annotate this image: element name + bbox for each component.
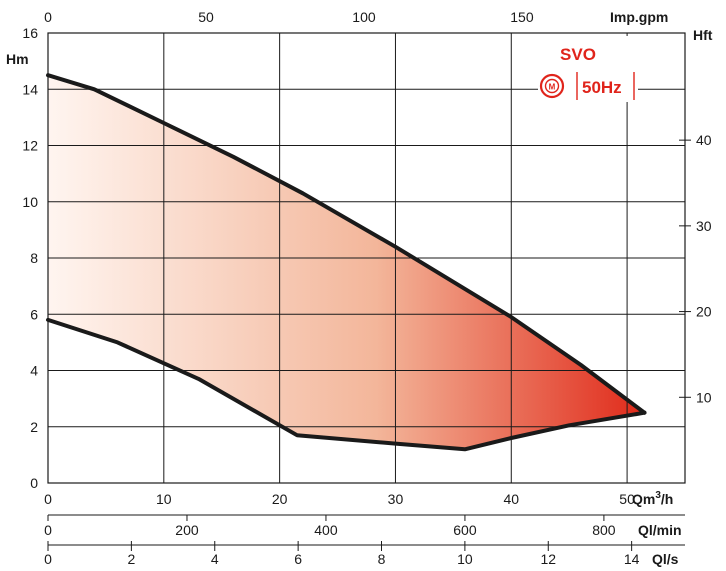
lower-curve bbox=[46, 317, 647, 452]
x-ls-tick-label: 6 bbox=[294, 551, 302, 567]
motor-icon-inner bbox=[544, 78, 560, 94]
x-lmin-tick-label: 200 bbox=[175, 522, 199, 538]
x-ls-tick-label: 4 bbox=[211, 551, 219, 567]
y-tick-label: 4 bbox=[30, 363, 38, 379]
model-label: SVO bbox=[560, 45, 596, 64]
upper-curve bbox=[46, 73, 647, 415]
y2-tick-label: 10 bbox=[696, 389, 712, 405]
x-tick-label: 30 bbox=[388, 491, 404, 507]
x-top-tick-label: 50 bbox=[198, 9, 214, 25]
y-tick-label: 8 bbox=[30, 250, 38, 266]
x-top-tick-label: 0 bbox=[44, 9, 52, 25]
x-tick-label: 50 bbox=[619, 491, 635, 507]
motor-icon-glyph: M bbox=[549, 83, 556, 92]
x-axis-label: Qm3/h bbox=[632, 490, 673, 507]
motor-icon bbox=[539, 73, 565, 99]
x-ls-axis-label: Ql/s bbox=[652, 551, 679, 567]
operating-area bbox=[48, 75, 645, 450]
frequency-label: 50Hz bbox=[582, 78, 622, 97]
x-ls-tick-label: 10 bbox=[457, 551, 473, 567]
y2-axis-label: Hft bbox=[693, 27, 713, 43]
x-tick-label: 40 bbox=[503, 491, 519, 507]
x-axis-label-sup: 3 bbox=[655, 490, 661, 501]
x-ls-tick-label: 14 bbox=[624, 551, 640, 567]
x-lmin-tick-label: 400 bbox=[314, 522, 338, 538]
y2-tick-label: 40 bbox=[696, 132, 712, 148]
x-axis-label-suffix: /h bbox=[661, 491, 673, 507]
x-ls-tick-label: 2 bbox=[127, 551, 135, 567]
y-tick-label: 2 bbox=[30, 419, 38, 435]
x-top-axis-label: Imp.gpm bbox=[610, 9, 668, 25]
x-ls-tick-label: 0 bbox=[44, 551, 52, 567]
x-lmin-tick-label: 600 bbox=[453, 522, 477, 538]
y2-tick-label: 30 bbox=[696, 218, 712, 234]
x-lmin-tick-label: 0 bbox=[44, 522, 52, 538]
x-lmin-axis-label: Ql/min bbox=[638, 522, 682, 538]
x-top-tick-label: 100 bbox=[352, 9, 376, 25]
x-ls-tick-label: 12 bbox=[540, 551, 556, 567]
y-tick-label: 10 bbox=[22, 194, 38, 210]
y-tick-label: 12 bbox=[22, 138, 38, 154]
y-tick-label: 6 bbox=[30, 306, 38, 322]
y-tick-label: 0 bbox=[30, 475, 38, 491]
model-badge-background bbox=[538, 36, 638, 102]
x-axis-label-main: Qm bbox=[632, 491, 655, 507]
y-tick-label: 16 bbox=[22, 25, 38, 41]
x-tick-label: 0 bbox=[44, 491, 52, 507]
x-tick-label: 10 bbox=[156, 491, 172, 507]
y-tick-label: 14 bbox=[22, 81, 38, 97]
x-lmin-tick-label: 800 bbox=[592, 522, 616, 538]
x-ls-tick-label: 8 bbox=[378, 551, 386, 567]
y-axis-label: Hm bbox=[6, 51, 29, 67]
plot-frame bbox=[47, 32, 686, 484]
x-tick-label: 20 bbox=[272, 491, 288, 507]
y2-tick-label: 20 bbox=[696, 304, 712, 320]
x-top-tick-label: 150 bbox=[510, 9, 534, 25]
